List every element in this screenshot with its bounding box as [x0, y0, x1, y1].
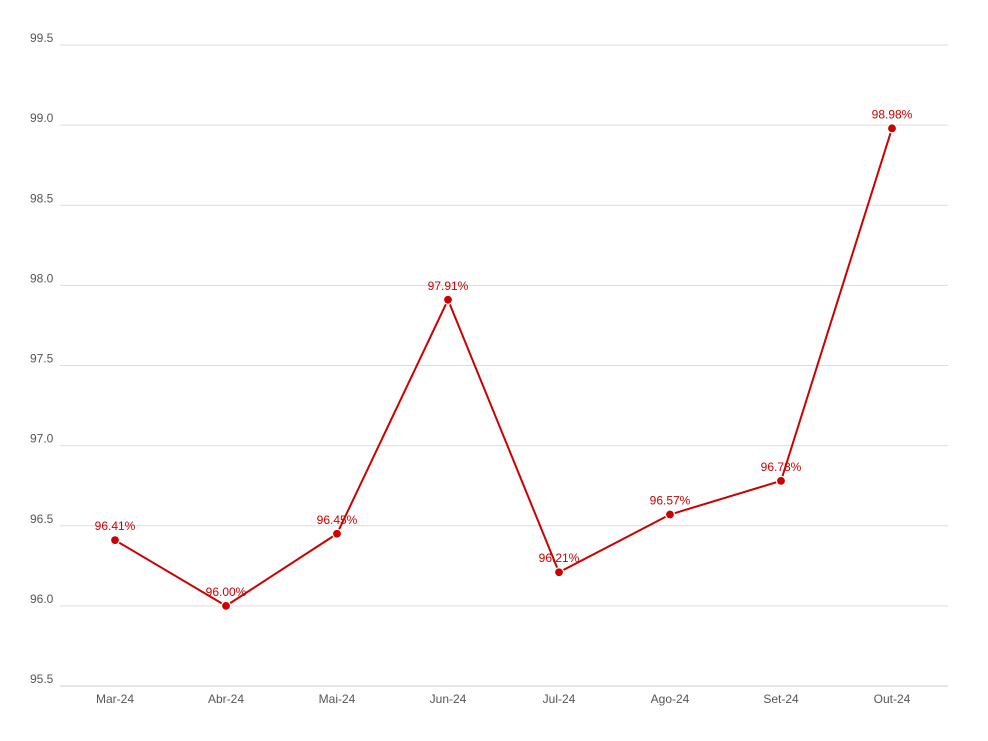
data-label: 96.21%: [539, 551, 580, 565]
gridlines: [60, 44, 948, 687]
data-labels-layer: 96.41% 96.00% 96.45% 97.91% 96.21% 96.57% 96.7…: [95, 107, 913, 599]
x-tick-label: Mar-24: [96, 692, 134, 706]
data-point[interactable]: [886, 123, 898, 134]
y-tick-label: 97.0: [30, 432, 54, 446]
x-tick-label: Out-24: [874, 692, 911, 706]
x-tick-label: Jun-24: [430, 692, 467, 706]
y-axis-ticks: 95.5 96.0 96.5 97.0 97.5 98.0 98.5 99.0 99.5: [30, 31, 54, 686]
data-label: 96.41%: [95, 519, 136, 533]
y-tick-label: 99.5: [30, 31, 54, 45]
data-point[interactable]: [553, 567, 565, 578]
data-label: 97.91%: [428, 279, 469, 293]
data-point[interactable]: [331, 528, 343, 539]
data-point[interactable]: [664, 509, 676, 520]
data-label: 96.45%: [317, 513, 358, 527]
x-tick-label: Set-24: [763, 692, 799, 706]
data-label: 96.00%: [206, 585, 247, 599]
y-tick-label: 95.5: [30, 672, 54, 686]
x-tick-label: Mai-24: [319, 692, 356, 706]
data-point[interactable]: [109, 535, 121, 546]
data-label: 98.98%: [872, 107, 913, 121]
x-tick-label: Abr-24: [208, 692, 244, 706]
y-tick-label: 97.5: [30, 352, 54, 366]
y-tick-label: 96.0: [30, 592, 54, 606]
x-tick-label: Jul-24: [543, 692, 576, 706]
data-point[interactable]: [775, 475, 787, 486]
y-tick-label: 96.5: [30, 512, 54, 526]
y-tick-label: 98.5: [30, 191, 54, 205]
y-tick-label: 99.0: [30, 111, 54, 125]
x-axis-ticks: Mar-24 Abr-24 Mai-24 Jun-24 Jul-24 Ago-24 Set-…: [96, 692, 911, 706]
x-tick-label: Ago-24: [651, 692, 690, 706]
data-point[interactable]: [220, 600, 232, 611]
points-layer: [109, 123, 898, 611]
data-label: 96.57%: [650, 494, 691, 508]
series-layer: [114, 128, 893, 607]
series-line: [114, 128, 893, 607]
data-label: 96.78%: [761, 460, 802, 474]
data-point[interactable]: [442, 294, 454, 305]
y-tick-label: 98.0: [30, 271, 54, 285]
